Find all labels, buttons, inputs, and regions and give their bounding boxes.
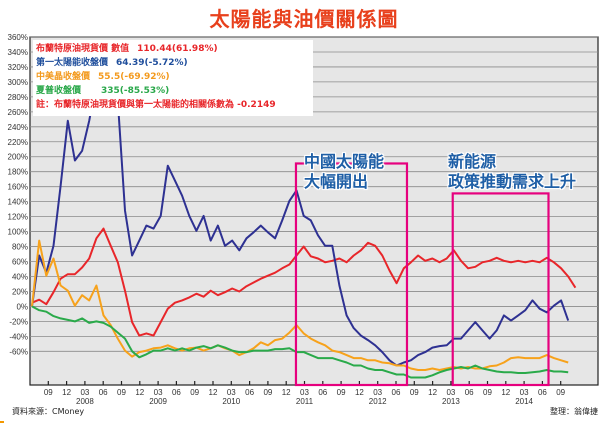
x-tick-label: 12: [282, 388, 291, 397]
x-tick-label: 09: [263, 388, 272, 397]
highlight-box: [294, 162, 409, 387]
legend-item-first-solar: 第一太陽能收盤價 64.39(-5.72%): [36, 56, 310, 70]
y-tick-label: 80%: [12, 243, 28, 252]
y-tick-label: 200%: [8, 153, 28, 162]
corner-accent: [0, 421, 4, 423]
x-tick-label: 09: [556, 388, 565, 397]
x-year-label: 2014: [515, 397, 533, 406]
y-tick-label: 340%: [8, 48, 28, 57]
annotation-line: 新能源: [448, 152, 497, 171]
legend-value: 335(-85.53%): [101, 86, 170, 96]
series-line: [31, 239, 569, 371]
x-tick-label: 06: [172, 388, 181, 397]
x-year-label: 2013: [442, 397, 460, 406]
y-tick-label: 160%: [8, 183, 28, 192]
x-tick-label: 03: [300, 388, 309, 397]
y-tick-label: 360%: [8, 33, 28, 42]
chart-title: 太陽能與油價關係圖: [209, 7, 399, 31]
legend-label: 布蘭特原油現貨價 數值: [36, 44, 130, 54]
legend-label: 第一太陽能收盤價: [36, 58, 109, 68]
x-year-label: 2012: [369, 397, 387, 406]
y-tick-label: 240%: [8, 123, 28, 132]
y-tick-label: 320%: [8, 63, 28, 72]
x-tick-label: 12: [355, 388, 364, 397]
x-tick-label: 06: [245, 388, 254, 397]
series-line: [31, 227, 577, 337]
x-tick-label: 06: [318, 388, 327, 397]
x-tick-label: 03: [446, 388, 455, 397]
x-tick-label: 09: [410, 388, 419, 397]
y-tick-label: 260%: [8, 108, 28, 117]
annotation-line: 中國太陽能: [304, 152, 385, 171]
series-line: [31, 65, 570, 367]
x-tick-label: 06: [538, 388, 547, 397]
y-tick-label: 220%: [8, 138, 28, 147]
x-tick-label: 12: [62, 388, 71, 397]
x-tick-label: 12: [209, 388, 218, 397]
x-tick-label: 12: [428, 388, 437, 397]
x-tick-label: 06: [392, 388, 401, 397]
annotation-line: 政策推動需求上升: [448, 172, 577, 191]
y-tick-label: 300%: [8, 78, 28, 87]
y-tick-label: 40%: [12, 272, 28, 281]
legend-value: 64.39(-5.72%): [116, 58, 188, 68]
annotation-new-energy: 新能源 政策推動需求上升: [448, 152, 576, 192]
x-year-label: 2009: [149, 397, 167, 406]
legend-label: 夏普收盤價: [36, 86, 82, 96]
legend-item-sharp: 夏普收盤價 335(-85.53%): [36, 84, 310, 98]
y-tick-label: -20%: [9, 317, 28, 326]
x-tick-label: 03: [80, 388, 89, 397]
x-tick-label: 12: [135, 388, 144, 397]
x-year-label: 2010: [222, 397, 240, 406]
x-tick-label: 03: [154, 388, 163, 397]
legend-value: 110.44(61.98%): [137, 44, 218, 54]
x-tick-label: 09: [483, 388, 492, 397]
y-tick-label: 180%: [8, 168, 28, 177]
y-tick-label: 0%: [16, 302, 28, 311]
x-tick-label: 09: [337, 388, 346, 397]
y-tick-label: -60%: [9, 347, 28, 356]
x-year-label: 2008: [76, 397, 94, 406]
annotation-line: 大幅開出: [304, 172, 369, 191]
y-tick-label: 120%: [8, 213, 28, 222]
x-tick-label: 03: [227, 388, 236, 397]
legend-note: 註：布蘭特原油現貨價與第一太陽能的相關係數為 -0.2149: [36, 100, 276, 110]
x-year-label: 2011: [296, 397, 314, 406]
highlight-box: [451, 192, 550, 387]
legend-item-sas: 中美晶收盤價 55.5(-69.92%): [36, 70, 310, 84]
x-tick-label: 09: [117, 388, 126, 397]
legend-value: 55.5(-69.92%): [98, 72, 170, 82]
legend-item-brent: 布蘭特原油現貨價 數值 110.44(61.98%): [36, 42, 310, 56]
editor-credit: 整理：翁偉捷: [550, 407, 598, 416]
x-tick-label: 06: [99, 388, 108, 397]
x-tick-label: 03: [373, 388, 382, 397]
x-tick-label: 09: [44, 388, 53, 397]
y-tick-label: -40%: [9, 332, 28, 341]
y-tick-label: 20%: [12, 287, 28, 296]
x-tick-label: 09: [190, 388, 199, 397]
y-tick-label: 280%: [8, 93, 28, 102]
x-tick-label: 06: [465, 388, 474, 397]
x-tick-label: 12: [501, 388, 510, 397]
series-line: [31, 305, 569, 379]
annotation-china-solar: 中國太陽能 大幅開出: [304, 152, 384, 192]
data-source: 資料來源：CMoney: [12, 407, 85, 416]
x-tick-label: 03: [520, 388, 529, 397]
y-tick-label: 140%: [8, 198, 28, 207]
legend-label: 中美晶收盤價: [36, 72, 91, 82]
y-tick-label: 100%: [8, 228, 28, 237]
y-tick-label: 60%: [12, 258, 28, 267]
legend: 布蘭特原油現貨價 數值 110.44(61.98%) 第一太陽能收盤價 64.39(…: [33, 40, 313, 116]
